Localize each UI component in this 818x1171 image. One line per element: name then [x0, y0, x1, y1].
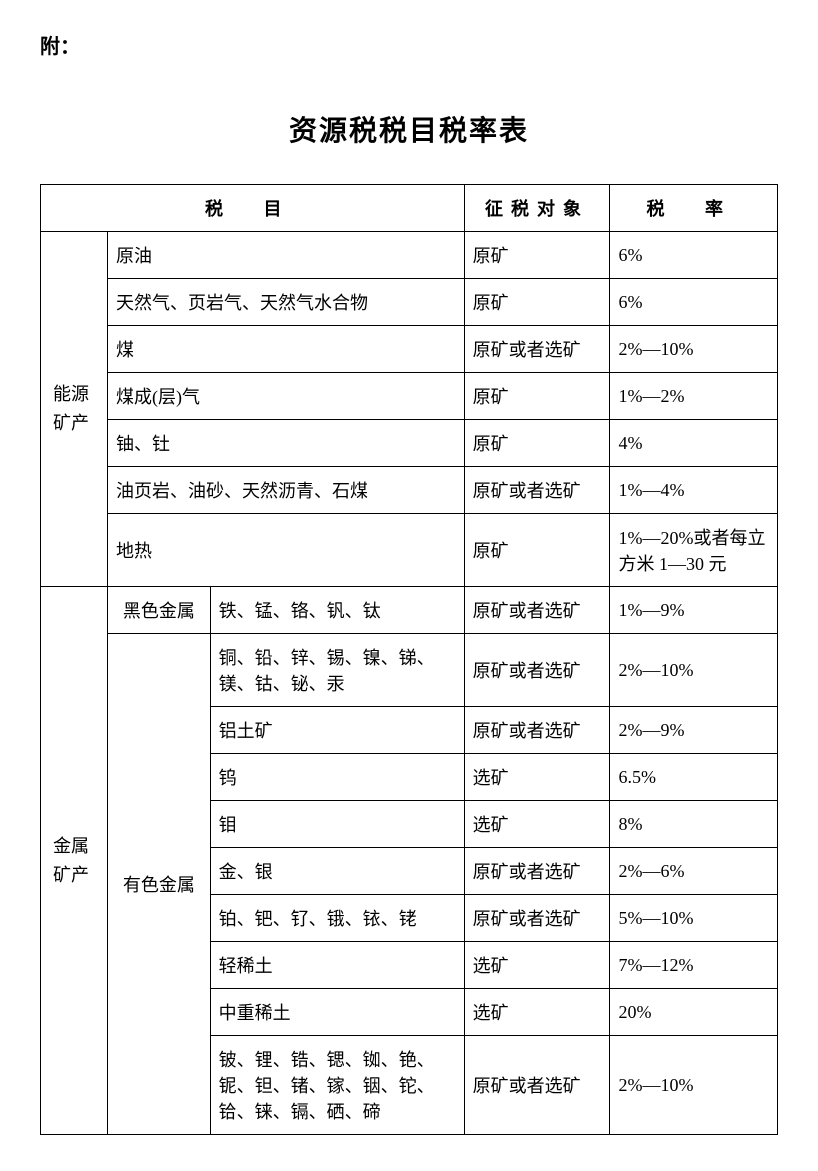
cell-rate: 7%—12% [610, 942, 778, 989]
table-header-row: 税 目 征税对象 税 率 [41, 185, 778, 232]
cell-rate: 6% [610, 232, 778, 279]
table-row: 有色金属 铜、铅、锌、锡、镍、锑、镁、钴、铋、汞 原矿或者选矿 2%—10% [41, 634, 778, 707]
table-row: 铀、钍 原矿 4% [41, 420, 778, 467]
cell-rate: 1%—2% [610, 373, 778, 420]
cell-rate: 2%—9% [610, 707, 778, 754]
cell-object: 原矿 [464, 279, 610, 326]
cell-rate: 20% [610, 989, 778, 1036]
subcategory-black-metal: 黑色金属 [108, 587, 211, 634]
cell-item: 中重稀土 [210, 989, 464, 1036]
cell-item: 地热 [108, 514, 465, 587]
cell-item: 铝土矿 [210, 707, 464, 754]
cell-rate: 4% [610, 420, 778, 467]
header-item: 税 目 [41, 185, 465, 232]
cell-object: 原矿或者选矿 [464, 587, 610, 634]
table-row: 天然气、页岩气、天然气水合物 原矿 6% [41, 279, 778, 326]
table-row: 能源矿产 原油 原矿 6% [41, 232, 778, 279]
tax-rate-table: 税 目 征税对象 税 率 能源矿产 原油 原矿 6% 天然气、页岩气、天然气水合… [40, 184, 778, 1135]
cell-rate: 1%—4% [610, 467, 778, 514]
category-energy: 能源矿产 [41, 232, 108, 587]
cell-item: 煤成(层)气 [108, 373, 465, 420]
cell-item: 金、银 [210, 848, 464, 895]
page-title: 资源税税目税率表 [40, 109, 778, 149]
category-metal: 金属矿产 [41, 587, 108, 1135]
cell-rate: 2%—10% [610, 326, 778, 373]
cell-item: 原油 [108, 232, 465, 279]
cell-object: 原矿或者选矿 [464, 1036, 610, 1135]
cell-object: 原矿 [464, 514, 610, 587]
cell-object: 选矿 [464, 989, 610, 1036]
cell-object: 选矿 [464, 942, 610, 989]
cell-item: 钼 [210, 801, 464, 848]
cell-object: 原矿 [464, 373, 610, 420]
cell-rate: 6% [610, 279, 778, 326]
cell-object: 原矿或者选矿 [464, 634, 610, 707]
cell-item: 天然气、页岩气、天然气水合物 [108, 279, 465, 326]
cell-rate: 6.5% [610, 754, 778, 801]
table-row: 金属矿产 黑色金属 铁、锰、铬、钒、钛 原矿或者选矿 1%—9% [41, 587, 778, 634]
cell-item: 轻稀土 [210, 942, 464, 989]
table-row: 油页岩、油砂、天然沥青、石煤 原矿或者选矿 1%—4% [41, 467, 778, 514]
cell-rate: 5%—10% [610, 895, 778, 942]
table-row: 地热 原矿 1%—20%或者每立方米 1—30 元 [41, 514, 778, 587]
subcategory-nonferrous-metal: 有色金属 [108, 634, 211, 1135]
cell-item: 铍、锂、锆、锶、铷、铯、铌、钽、锗、镓、铟、铊、铪、铼、镉、硒、碲 [210, 1036, 464, 1135]
cell-rate: 1%—9% [610, 587, 778, 634]
cell-object: 原矿或者选矿 [464, 895, 610, 942]
cell-item: 煤 [108, 326, 465, 373]
cell-object: 原矿 [464, 420, 610, 467]
cell-item: 铜、铅、锌、锡、镍、锑、镁、钴、铋、汞 [210, 634, 464, 707]
cell-rate: 2%—10% [610, 1036, 778, 1135]
cell-item: 油页岩、油砂、天然沥青、石煤 [108, 467, 465, 514]
attachment-label: 附： [40, 30, 778, 59]
cell-rate: 8% [610, 801, 778, 848]
header-rate: 税 率 [610, 185, 778, 232]
cell-object: 原矿或者选矿 [464, 707, 610, 754]
cell-object: 原矿或者选矿 [464, 326, 610, 373]
cell-object: 原矿或者选矿 [464, 848, 610, 895]
cell-item: 铂、钯、钌、锇、铱、铑 [210, 895, 464, 942]
cell-rate: 1%—20%或者每立方米 1—30 元 [610, 514, 778, 587]
cell-object: 原矿 [464, 232, 610, 279]
cell-object: 选矿 [464, 801, 610, 848]
cell-rate: 2%—6% [610, 848, 778, 895]
cell-rate: 2%—10% [610, 634, 778, 707]
cell-item: 钨 [210, 754, 464, 801]
cell-object: 原矿或者选矿 [464, 467, 610, 514]
cell-object: 选矿 [464, 754, 610, 801]
cell-item: 铀、钍 [108, 420, 465, 467]
table-row: 煤成(层)气 原矿 1%—2% [41, 373, 778, 420]
table-row: 煤 原矿或者选矿 2%—10% [41, 326, 778, 373]
cell-item: 铁、锰、铬、钒、钛 [210, 587, 464, 634]
header-object: 征税对象 [464, 185, 610, 232]
